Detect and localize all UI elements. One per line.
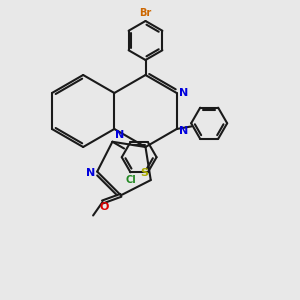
Text: Br: Br: [140, 8, 152, 18]
Text: O: O: [100, 202, 109, 212]
Text: N: N: [179, 88, 188, 98]
Text: N: N: [85, 168, 95, 178]
Text: N: N: [179, 125, 188, 136]
Text: Cl: Cl: [125, 175, 136, 185]
Text: S: S: [140, 168, 148, 178]
Text: N: N: [115, 130, 124, 140]
